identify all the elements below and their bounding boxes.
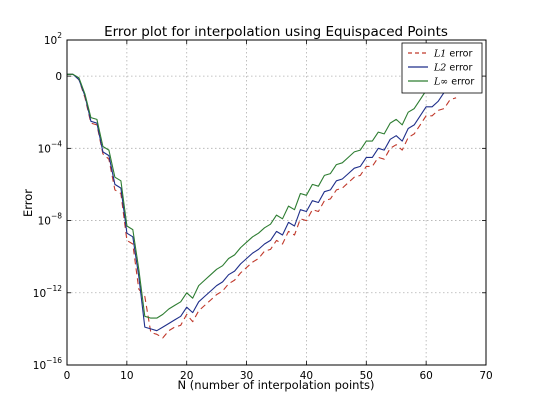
legend-entry-label: L1 error bbox=[433, 49, 472, 60]
chart-title: Error plot for interpolation using Equis… bbox=[104, 24, 448, 40]
legend-entry-label: L2 error bbox=[433, 63, 472, 74]
x-tick-label: 20 bbox=[180, 370, 193, 382]
series-line-1 bbox=[67, 73, 457, 339]
series-line-2 bbox=[67, 73, 457, 332]
x-tick-label: 0 bbox=[64, 370, 71, 382]
y-axis-ticks: 102 0 10−4 10−8 10−12 10−16 bbox=[33, 31, 486, 372]
y-axis-label: Error bbox=[21, 189, 35, 217]
y-tick-label: 10−16 bbox=[33, 356, 62, 372]
x-axis-label: N (number of interpolation points) bbox=[178, 378, 375, 392]
legend-entry-label: L∞ error bbox=[433, 77, 474, 88]
series-line-3 bbox=[67, 70, 457, 319]
legend-box bbox=[401, 42, 483, 94]
x-tick-label: 30 bbox=[240, 370, 253, 382]
series-lines bbox=[67, 70, 457, 339]
x-axis-ticks: 0 10 20 30 40 50 60 70 bbox=[64, 40, 493, 382]
y-tick-label: 10−4 bbox=[38, 139, 63, 155]
y-tick-label: 0 bbox=[55, 71, 62, 83]
y-tick-label: 10−12 bbox=[33, 284, 62, 300]
x-tick-label: 10 bbox=[120, 370, 133, 382]
x-tick-label: 50 bbox=[360, 370, 373, 382]
plot-frame bbox=[66, 39, 487, 366]
x-tick-label: 70 bbox=[479, 370, 492, 382]
y-tick-label: 102 bbox=[44, 31, 62, 47]
x-tick-label: 40 bbox=[300, 370, 313, 382]
x-tick-label: 60 bbox=[419, 370, 432, 382]
legend: L1 error L2 error L∞ error bbox=[401, 42, 483, 94]
y-tick-label: 10−8 bbox=[38, 212, 63, 228]
